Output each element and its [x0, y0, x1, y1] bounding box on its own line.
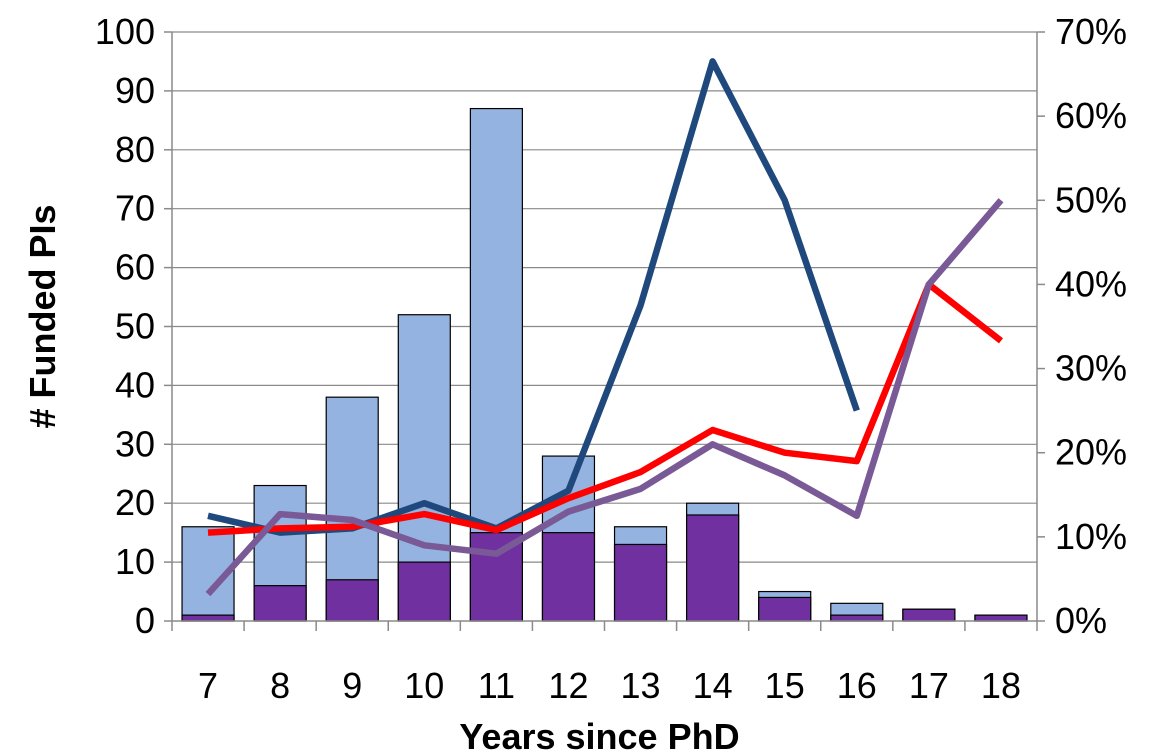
bar-funded — [325, 579, 379, 622]
y2-tick-label: 70% — [1055, 11, 1127, 52]
y2-tick-label: 60% — [1055, 95, 1127, 136]
x-tick-label: 7 — [198, 665, 218, 706]
x-tick-label: 13 — [621, 665, 661, 706]
bar-funded — [613, 543, 668, 622]
y-tick-label: 30 — [115, 423, 155, 464]
y-tick-label: 70 — [115, 188, 155, 229]
bar-funded — [397, 561, 451, 622]
y2-tick-label: 40% — [1055, 263, 1127, 304]
bar-funded — [686, 514, 740, 622]
y-tick-label: 20 — [115, 482, 155, 523]
y-tick-label: 0 — [135, 600, 155, 641]
x-tick-label: 12 — [548, 665, 588, 706]
x-axis-title: Years since PhD — [459, 716, 739, 755]
x-tick-label: 8 — [270, 665, 290, 706]
x-tick-label: 15 — [765, 665, 805, 706]
bar-funded — [758, 596, 812, 622]
bar-funded — [902, 608, 956, 622]
y-tick-label: 90 — [115, 70, 155, 111]
bar-funded — [974, 614, 1028, 622]
x-tick-label: 10 — [404, 665, 444, 706]
x-tick-label: 11 — [478, 665, 515, 706]
x-tick-label: 18 — [981, 665, 1021, 706]
y-tick-label: 60 — [115, 247, 155, 288]
bar-funded — [541, 532, 596, 622]
y-tick-label: 10 — [115, 541, 155, 582]
bars — [181, 107, 1028, 622]
series-lines — [205, 58, 1004, 597]
x-tick-label: 17 — [909, 665, 949, 706]
bar-funded — [469, 532, 523, 622]
series-line-2 — [207, 281, 1004, 536]
series-line-3 — [205, 198, 1004, 597]
y-tick-label: 100 — [95, 11, 155, 52]
y2-tick-label: 50% — [1055, 179, 1127, 220]
y2-tick-label: 0% — [1055, 600, 1107, 641]
gridlines — [172, 31, 1037, 563]
y-axis-title: # Funded PIs — [22, 204, 63, 428]
x-tick-label: 16 — [837, 665, 877, 706]
tick-labels: 0 10 20 30 40 50 60 70 80 90 100 0% 10% 20% 30% 40% 50% 6… — [95, 11, 1127, 706]
bar-funded — [181, 614, 235, 622]
x-tick-label: 14 — [693, 665, 733, 706]
y2-tick-label: 10% — [1055, 516, 1127, 557]
x-tick-label: 9 — [342, 665, 362, 706]
axes — [164, 31, 1045, 631]
y2-tick-label: 20% — [1055, 432, 1127, 473]
bar-funded — [830, 614, 884, 622]
y-tick-label: 50 — [115, 306, 155, 347]
bar-funded — [253, 585, 307, 622]
y2-tick-label: 30% — [1055, 348, 1127, 389]
y-tick-label: 40 — [115, 364, 155, 405]
y-tick-label: 80 — [115, 129, 155, 170]
